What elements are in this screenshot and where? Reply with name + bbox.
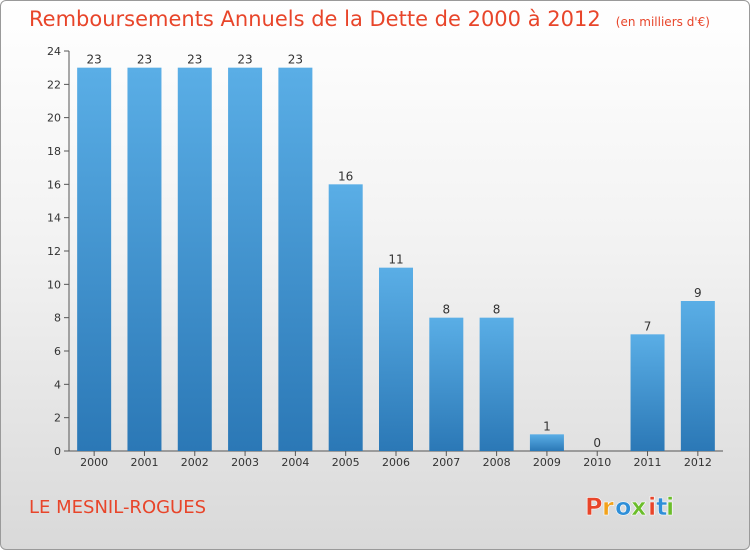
- bar: [429, 317, 464, 451]
- logo-letter: x: [631, 493, 647, 521]
- x-axis: 2000 2001 2002 2003 2004 2005 2006 2007 2008 2009…: [69, 450, 723, 469]
- bar: [529, 434, 564, 451]
- bar: [278, 67, 313, 452]
- x-tick-label: 2001: [130, 456, 158, 469]
- bar: [328, 184, 363, 452]
- bar: [379, 267, 413, 451]
- logo-letter: P: [585, 493, 603, 521]
- logo-letter: r: [602, 493, 614, 521]
- data-label: 7: [644, 319, 652, 333]
- data-label: 9: [694, 286, 702, 300]
- data-label: 23: [288, 53, 303, 67]
- y-tick-label: 10: [47, 278, 61, 291]
- data-labels: 23 23 23 23 23 16 11 8 8 1 0 7 9: [87, 53, 702, 450]
- data-label: 8: [442, 303, 450, 317]
- bar: [479, 317, 514, 451]
- y-tick-label: 8: [54, 312, 61, 325]
- x-tick-label: 2012: [684, 456, 712, 469]
- bar: [630, 334, 665, 451]
- bar: [77, 67, 112, 452]
- y-tick-label: 2: [54, 412, 61, 425]
- data-label: 23: [87, 53, 102, 67]
- y-tick-label: 24: [47, 45, 61, 58]
- y-tick-label: 4: [54, 378, 61, 391]
- x-tick-label: 2010: [583, 456, 611, 469]
- y-tick-label: 20: [47, 112, 61, 125]
- bar: [228, 67, 263, 452]
- title-row: Remboursements Annuels de la Dette de 20…: [29, 7, 710, 31]
- x-tick-label: 2007: [432, 456, 460, 469]
- chart-subtitle: (en milliers d'€): [615, 15, 710, 29]
- commune-name: LE MESNIL-ROGUES: [29, 497, 207, 518]
- x-tick-label: 2004: [281, 456, 309, 469]
- logo-letter: i: [648, 493, 656, 521]
- y-tick-label: 18: [47, 145, 61, 158]
- y-tick-label: 0: [54, 445, 61, 458]
- y-tick-label: 16: [47, 178, 61, 191]
- data-label: 1: [543, 419, 551, 433]
- data-label: 16: [338, 169, 353, 183]
- data-label: 23: [187, 53, 202, 67]
- x-tick-label: 2003: [231, 456, 259, 469]
- chart-title: Remboursements Annuels de la Dette de 20…: [29, 7, 601, 31]
- y-tick-label: 12: [47, 245, 61, 258]
- y-tick-label: 14: [47, 212, 61, 225]
- bar: [177, 67, 212, 452]
- x-tick-label: 2002: [181, 456, 209, 469]
- logo-letter: t: [656, 493, 667, 521]
- x-tick-label: 2011: [634, 456, 662, 469]
- y-tick-label: 6: [54, 345, 61, 358]
- bars: [77, 67, 715, 452]
- bar: [680, 301, 715, 451]
- x-tick-label: 2009: [533, 456, 561, 469]
- data-label: 23: [137, 53, 152, 67]
- data-label: 23: [237, 53, 252, 67]
- x-tick-label: 2005: [332, 456, 360, 469]
- logo-letter: i: [666, 493, 674, 521]
- logo-letter: o: [615, 493, 632, 521]
- y-tick-label: 22: [47, 78, 61, 91]
- data-label: 0: [593, 436, 601, 450]
- x-tick-label: 2006: [382, 456, 410, 469]
- x-tick-label: 2008: [483, 456, 511, 469]
- bar: [127, 67, 162, 452]
- data-label: 11: [388, 253, 403, 267]
- data-label: 8: [493, 303, 501, 317]
- x-tick-label: 2000: [80, 456, 108, 469]
